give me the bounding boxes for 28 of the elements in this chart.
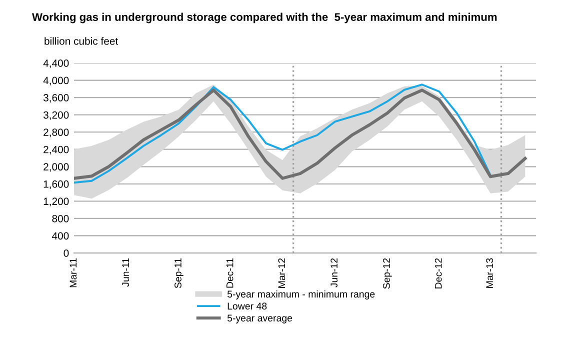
- x-tick-label: Sep-12: [383, 258, 392, 289]
- y-tick-label: 3,200: [43, 111, 69, 120]
- line-series: [74, 88, 527, 180]
- y-tick-label: 2,800: [44, 128, 69, 138]
- y-tick-label: 0: [64, 250, 69, 257]
- y-tick-label: 4,400: [43, 60, 69, 68]
- legend-label: 5-year maximum - minimum range: [227, 290, 375, 300]
- y-tick-label: 3,600: [43, 94, 69, 103]
- x-tick-label: Mar-13: [486, 258, 494, 288]
- x-tick-label: Mar-12: [278, 258, 286, 288]
- y-tick-label: 1,200: [44, 198, 69, 206]
- x-tick-label: Jun-12: [330, 258, 338, 288]
- legend-label: 5-year average: [227, 314, 292, 324]
- x-tick-label: Dec-12: [434, 258, 442, 288]
- legend-label: Lower 48: [228, 302, 267, 310]
- y-tick-label: 2,000: [44, 163, 69, 172]
- y-axis-title: billion cubic feet: [44, 37, 118, 45]
- y-tick-label: 4,000: [43, 76, 69, 86]
- y-tick-label: 400: [52, 232, 69, 240]
- x-tick-label: Jun-11: [122, 258, 130, 287]
- chart-title: Working gas in underground storage compared with the 5-year maximum and minimum: [32, 12, 497, 24]
- line-series: [74, 84, 492, 184]
- y-tick-label: 800: [52, 214, 69, 222]
- x-tick-label: Sep-11: [174, 258, 184, 288]
- x-tick-label: Mar-11: [70, 258, 77, 288]
- y-tick-label: 1,600: [44, 180, 69, 190]
- x-tick-label: Dec-11: [226, 258, 234, 288]
- y-tick-label: 2,400: [44, 146, 69, 154]
